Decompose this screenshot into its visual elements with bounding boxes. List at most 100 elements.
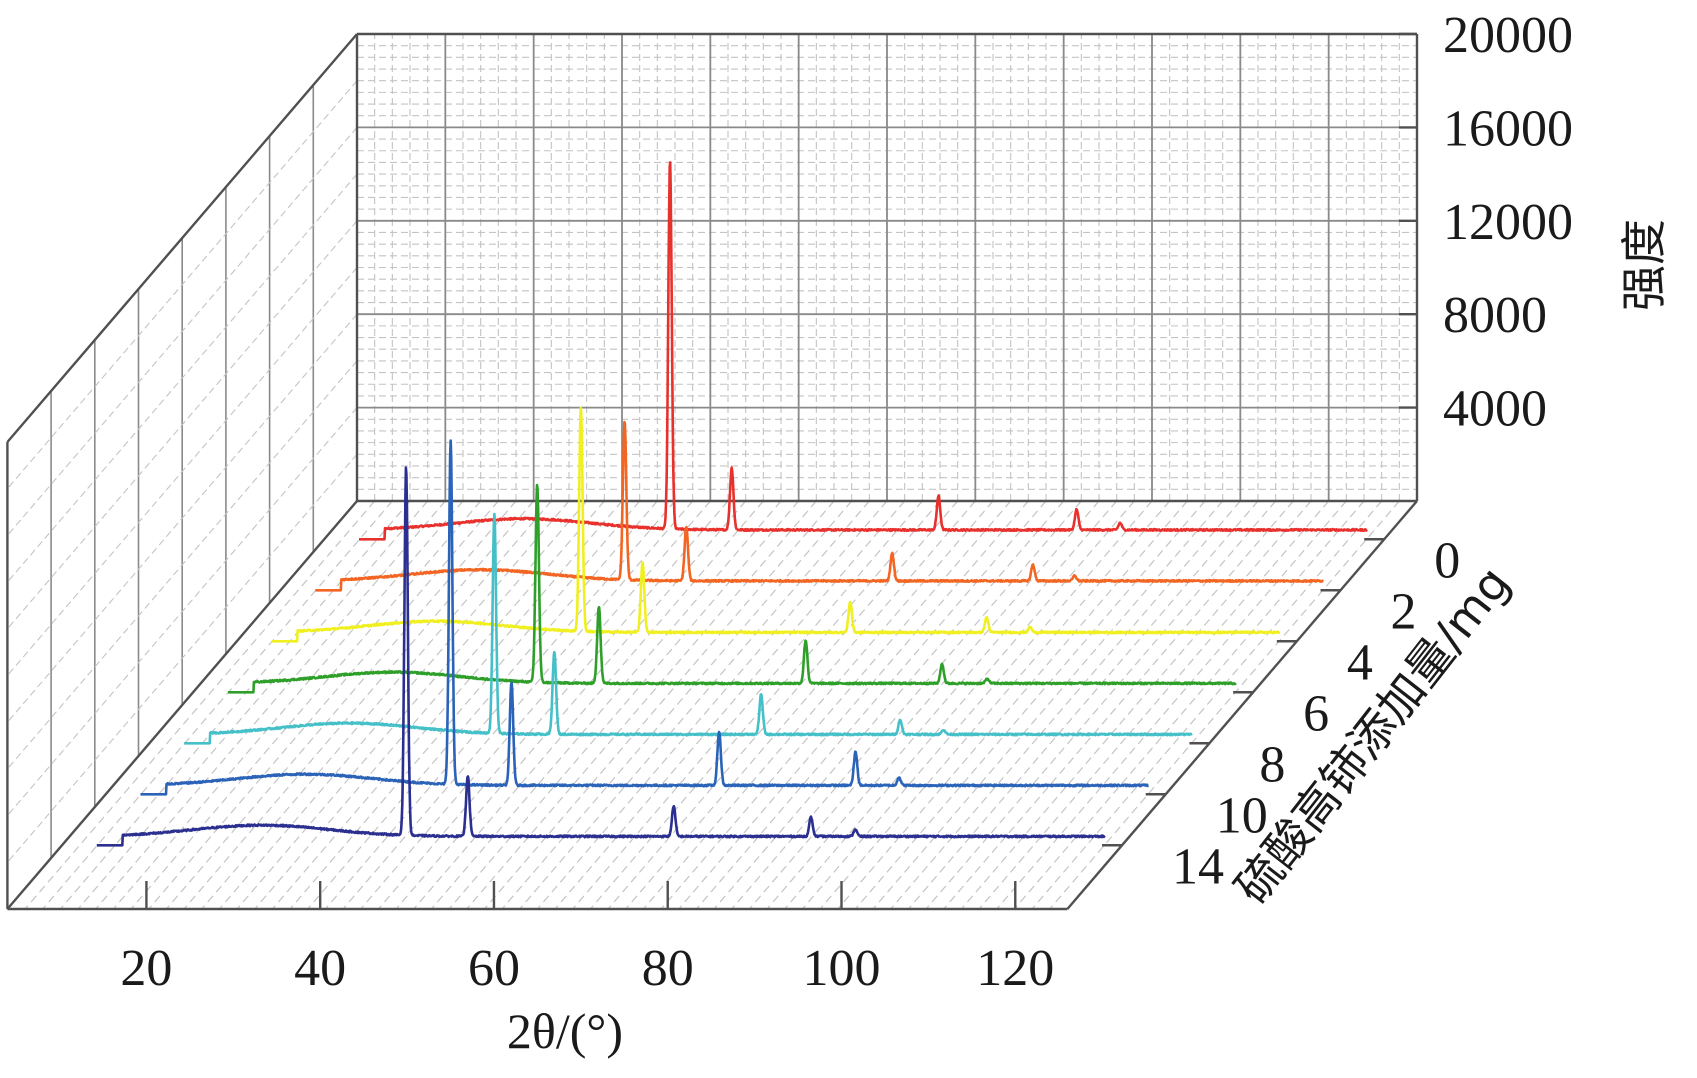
floor-grid-line: [766, 500, 1118, 910]
floor-grid-line: [748, 500, 1100, 910]
floor-grid-line: [872, 500, 1224, 910]
floor-grid-line: [254, 500, 605, 910]
floor-grid-line: [784, 500, 1135, 910]
left-wall-hgrid: [6, 407, 358, 816]
x-axis-title: 2θ/(°): [507, 1003, 623, 1059]
floor-grid-line: [572, 500, 923, 910]
y-axis-title: 强度: [1617, 219, 1671, 311]
floor-grid-line: [24, 500, 376, 910]
floor-grid-line: [960, 500, 1312, 910]
floor-grid-line: [978, 500, 1330, 910]
left-wall-hgrid: [6, 360, 358, 770]
floor-grid-line: [607, 500, 959, 910]
floor-grid-line: [536, 500, 888, 910]
x-tick-label: 20: [120, 940, 172, 997]
frame-edge: [1066, 500, 1418, 910]
floor-grid-line: [112, 500, 464, 910]
floor-grid-line: [430, 500, 782, 910]
series-line-6: [227, 483, 1237, 694]
left-wall-hgrid: [6, 313, 358, 723]
floor-grid-line: [801, 500, 1153, 910]
floor-grid-line: [201, 500, 552, 910]
floor-grid-line: [996, 500, 1347, 910]
z-tick-label: 8: [1259, 736, 1285, 793]
floor-grid-line: [342, 500, 694, 910]
floor-grid-line: [413, 500, 764, 910]
floor-grid-line: [95, 500, 446, 910]
z-tick-label: 6: [1303, 685, 1329, 742]
floor-grid-line: [943, 500, 1294, 910]
y-tick-label: 8000: [1443, 287, 1547, 344]
floor-grid-line: [59, 500, 411, 910]
floor-grid-line: [395, 500, 747, 910]
z-tick-label: 4: [1347, 634, 1373, 691]
floor-grid-line: [42, 500, 393, 910]
floor-grid-line: [713, 500, 1065, 910]
y-tick-label: 12000: [1443, 194, 1573, 251]
floor-grid-line: [448, 500, 800, 910]
floor-grid-line: [165, 500, 517, 910]
floor-grid-line: [148, 500, 499, 910]
z-tick-label: 14: [1172, 838, 1224, 895]
floor-grid-line: [554, 500, 906, 910]
floor-grid-line: [695, 500, 1047, 910]
floor-grid-line: [466, 500, 817, 910]
y-tick-label: 20000: [1443, 7, 1573, 64]
left-wall-hgrid: [6, 220, 358, 630]
floor-grid-line: [625, 500, 976, 910]
series-line-0: [358, 161, 1368, 541]
y-tick-label: 4000: [1443, 381, 1547, 438]
ticks-layer: 20 40 60 80 100 120 4000 8000 12000 16000 20000 024…: [120, 7, 1573, 997]
x-tick-label: 100: [802, 940, 880, 997]
floor-grid-line: [660, 500, 1012, 910]
floor-grid-line: [925, 500, 1277, 910]
x-tick-label: 40: [294, 940, 346, 997]
series-line-14: [96, 466, 1106, 847]
floor-grid-line: [130, 500, 482, 910]
floor-grid-line: [1013, 500, 1365, 910]
floor-grid-line: [519, 500, 870, 910]
left-wall-hgrid: [6, 127, 358, 536]
left-wall-hgrid: [6, 267, 358, 676]
floor-grid-line: [483, 500, 835, 910]
floor-grid-line: [77, 500, 429, 910]
floor-grid-line: [819, 500, 1171, 910]
series-layer: [96, 161, 1368, 847]
floor-grid-line: [907, 500, 1259, 910]
floor-grid-line: [183, 500, 535, 910]
floor-grid-line: [1031, 500, 1383, 910]
left-wall-hgrid: [6, 80, 358, 490]
floor-grid-line: [218, 500, 570, 910]
frame-edge: [6, 500, 358, 910]
floor-grid-line: [589, 500, 941, 910]
y-tick-label: 16000: [1443, 100, 1573, 157]
series-line-10: [139, 439, 1149, 796]
x-tick-label: 60: [468, 940, 520, 997]
floor-grid-line: [731, 500, 1082, 910]
x-tick-label: 80: [642, 940, 694, 997]
floor-grid-line: [236, 500, 588, 910]
z-tick-label: 0: [1434, 532, 1460, 589]
floor-grid-line: [289, 500, 641, 910]
chart-walls: [6, 32, 1419, 911]
floor-grid-line: [854, 500, 1206, 910]
floor-grid-line: [377, 500, 729, 910]
floor-grid-line: [501, 500, 853, 910]
floor-grid-line: [642, 500, 994, 910]
labels-layer: 2θ/(°) 强度 硫酸高铈添加量/mg: [507, 219, 1671, 1059]
floor-grid-line: [307, 500, 658, 910]
floor-grid-line: [324, 500, 676, 910]
frame-edge: [6, 33, 358, 443]
left-wall-hgrid: [6, 453, 358, 863]
floor-grid-line: [1049, 500, 1400, 910]
z-tick-label: 10: [1216, 787, 1268, 844]
floor-grid-line: [890, 500, 1241, 910]
left-wall-hgrid: [6, 173, 358, 583]
floor-grid-line: [360, 500, 711, 910]
series-line-4: [270, 406, 1281, 643]
z-tick-label: 2: [1391, 583, 1417, 640]
floor-grid-line: [271, 500, 623, 910]
x-tick-label: 120: [976, 940, 1054, 997]
floor-grid-line: [837, 500, 1188, 910]
series-line-8: [183, 512, 1193, 745]
